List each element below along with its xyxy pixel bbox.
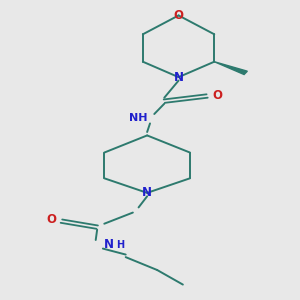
Text: H: H <box>116 240 124 250</box>
Text: O: O <box>212 88 222 102</box>
Text: NH: NH <box>129 113 148 123</box>
Polygon shape <box>214 62 247 74</box>
Text: N: N <box>142 186 152 200</box>
Text: O: O <box>174 9 184 22</box>
Text: O: O <box>46 213 56 226</box>
Text: N: N <box>103 238 114 251</box>
Text: N: N <box>174 70 184 84</box>
